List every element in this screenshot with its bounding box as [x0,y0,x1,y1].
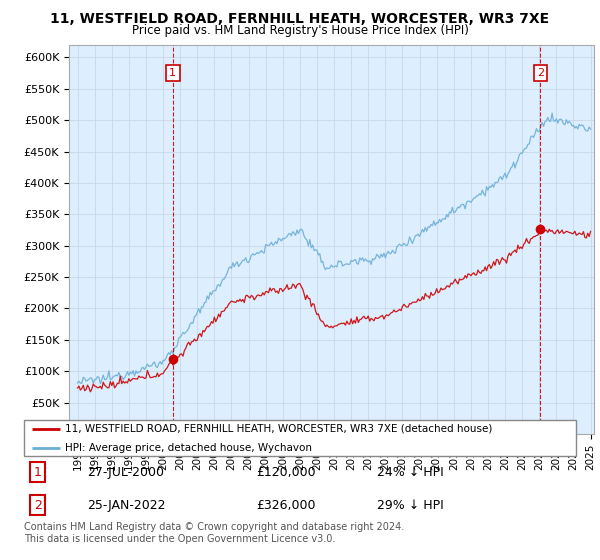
Text: 24% ↓ HPI: 24% ↓ HPI [377,465,444,479]
Text: 11, WESTFIELD ROAD, FERNHILL HEATH, WORCESTER, WR3 7XE: 11, WESTFIELD ROAD, FERNHILL HEATH, WORC… [50,12,550,26]
Text: 2: 2 [34,498,42,512]
Text: Price paid vs. HM Land Registry's House Price Index (HPI): Price paid vs. HM Land Registry's House … [131,24,469,36]
Text: 25-JAN-2022: 25-JAN-2022 [88,498,166,512]
Text: £120,000: £120,000 [256,465,316,479]
Text: Contains HM Land Registry data © Crown copyright and database right 2024.
This d: Contains HM Land Registry data © Crown c… [24,522,404,544]
Text: 1: 1 [34,465,42,479]
Text: HPI: Average price, detached house, Wychavon: HPI: Average price, detached house, Wych… [65,442,313,452]
Text: 1: 1 [169,68,176,78]
Text: 27-JUL-2000: 27-JUL-2000 [88,465,164,479]
Text: £326,000: £326,000 [256,498,316,512]
Text: 29% ↓ HPI: 29% ↓ HPI [377,498,444,512]
Text: 2: 2 [537,68,544,78]
Text: 11, WESTFIELD ROAD, FERNHILL HEATH, WORCESTER, WR3 7XE (detached house): 11, WESTFIELD ROAD, FERNHILL HEATH, WORC… [65,424,493,434]
